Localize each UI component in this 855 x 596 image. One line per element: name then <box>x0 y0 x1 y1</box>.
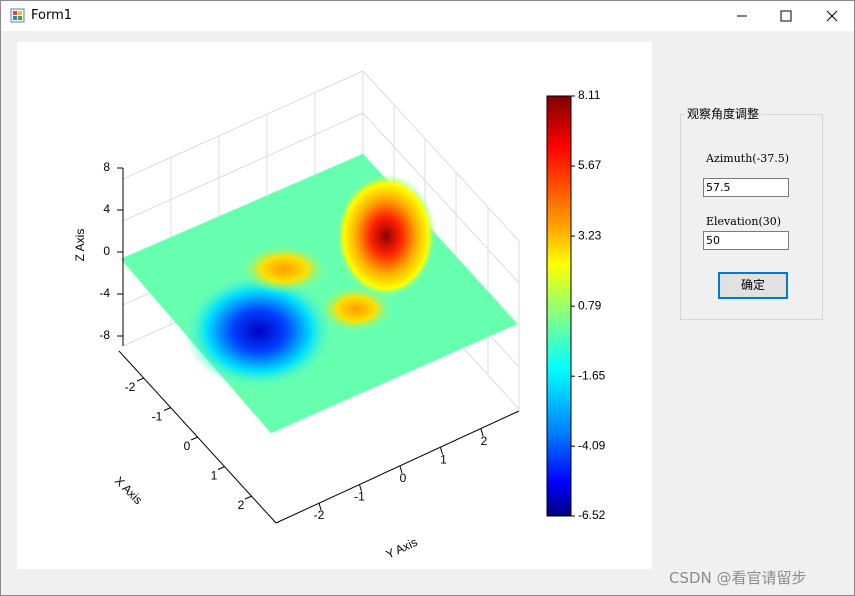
watermark: CSDN @看官请留步 <box>669 569 807 587</box>
colorbar-tick-label: 5.67 <box>578 158 602 172</box>
azimuth-label: Azimuth(-37.5) <box>706 152 790 165</box>
z-tick-label: 0 <box>103 244 110 258</box>
x-tick-label: -2 <box>125 380 136 394</box>
elevation-label: Elevation(30) <box>706 215 782 228</box>
y-tick <box>318 502 322 511</box>
app-icon <box>10 8 25 23</box>
confirm-button[interactable]: 确定 <box>718 272 788 299</box>
x-tick <box>163 407 172 411</box>
colorbar-tick-label: -1.65 <box>578 368 606 382</box>
x-tick <box>244 495 253 500</box>
x-tick-label: 0 <box>184 439 191 453</box>
surface <box>120 153 518 434</box>
window-title: Form1 <box>31 8 73 23</box>
colorbar-tick-label: 0.79 <box>578 298 602 312</box>
z-tick-label: -4 <box>99 286 110 300</box>
colorbar <box>546 95 572 517</box>
colorbar-tick-label: -6.52 <box>578 508 606 522</box>
y-tick <box>399 465 403 474</box>
x-tick-label: 1 <box>211 469 218 483</box>
y-tick-label: -2 <box>314 508 325 522</box>
close-button[interactable] <box>826 10 838 22</box>
group-title: 观察角度调整 <box>685 105 762 122</box>
x-tick <box>136 377 145 382</box>
colorbar-tick-label: 3.23 <box>578 228 602 242</box>
colorbar-tick-label: -4.09 <box>578 438 606 452</box>
y-tick-label: 0 <box>400 471 407 485</box>
azimuth-input[interactable]: 57.5 <box>703 178 789 197</box>
y-tick <box>359 484 362 492</box>
z-tick-label: 8 <box>103 160 110 174</box>
title-bar: Form1 <box>1 1 854 31</box>
x-tick-label: -1 <box>152 410 163 424</box>
x-tick-label: 2 <box>238 498 245 512</box>
z-axis-label: Z Axis <box>73 229 87 262</box>
z-tick-label: -8 <box>99 328 110 342</box>
y-tick <box>440 447 443 455</box>
x-tick <box>217 466 226 470</box>
maximize-button[interactable] <box>780 10 792 22</box>
x-tick <box>190 436 199 441</box>
y-tick <box>480 428 484 437</box>
z-tick-label: 4 <box>103 202 110 216</box>
colorbar-tick-label: 8.11 <box>578 88 601 102</box>
y-tick-label: 2 <box>481 434 488 448</box>
y-tick-label: 1 <box>440 453 447 467</box>
window-controls <box>737 10 838 22</box>
y-tick-label: -1 <box>354 490 365 504</box>
elevation-input[interactable]: 50 <box>703 231 789 250</box>
